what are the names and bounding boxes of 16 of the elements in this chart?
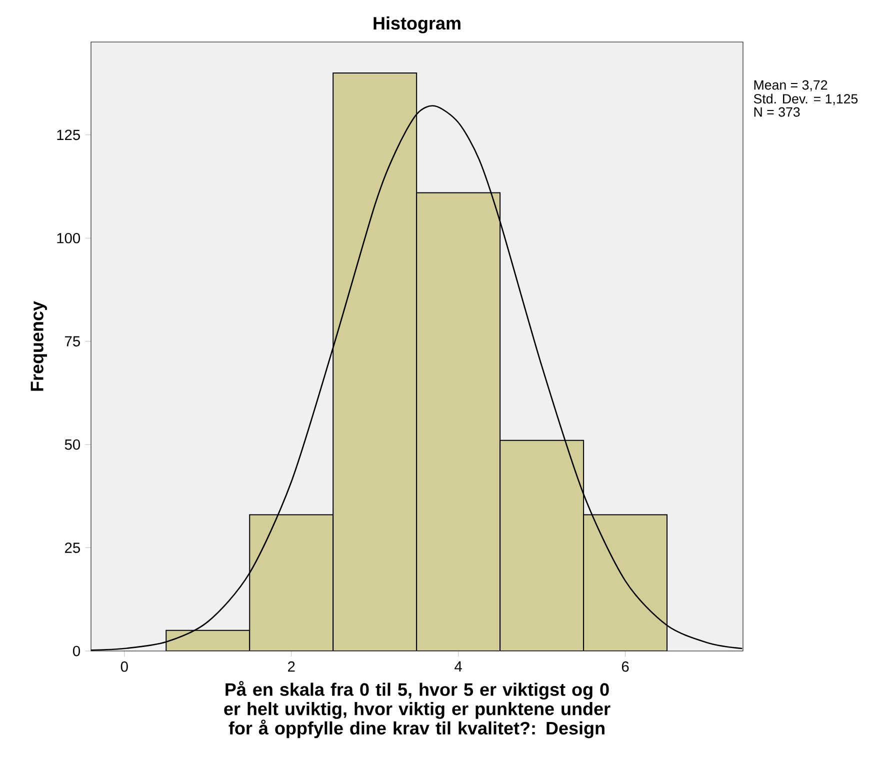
x-tick-label: 2 [288,661,295,672]
x-tick-label: 6 [622,661,629,672]
x-tick-label: 4 [454,661,462,672]
text: Mean = 3,72 [754,80,828,92]
x-tick-label: 0 [120,661,128,672]
y-tick-label: 0 [73,646,80,656]
y-tick-label: 75 [65,336,80,346]
y-tick-label: 25 [65,542,80,553]
y-tick-label: 50 [64,439,80,450]
y-tick-label: 100 [57,232,80,244]
x-axis-title: På en skala fra 0 til 5, hvor 5 er viktigst og 0 er helt uviktig, hvor viktig er punktene under for å oppfylle dine krav til kvalitet?: Design [224,680,610,738]
chart-title: Histogram [374,16,460,34]
text: N = 373 [754,107,800,117]
y-tick-label: 125 [57,130,80,140]
text: Std. Dev. = 1,125 [754,94,858,106]
y-axis-title: Frequency [30,301,47,391]
